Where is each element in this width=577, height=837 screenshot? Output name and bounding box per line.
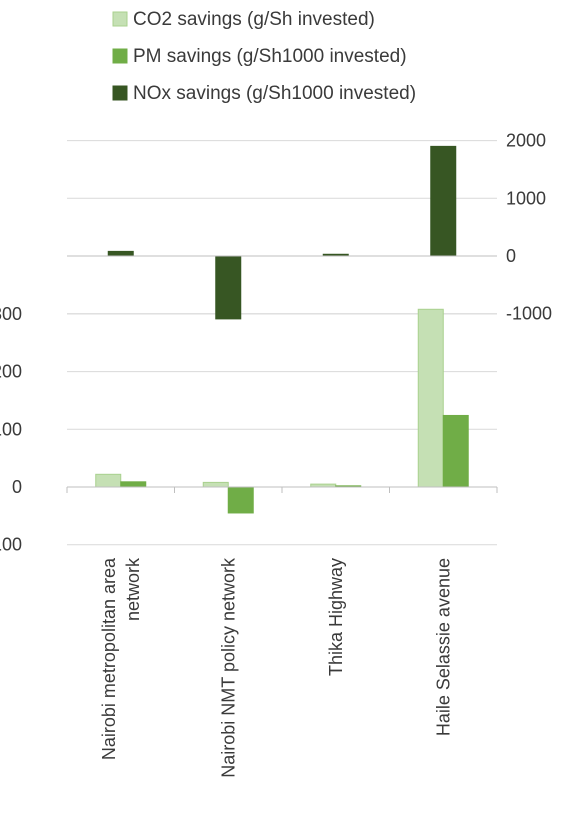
- left-tick-label: 100: [0, 419, 22, 439]
- category-label: Thika Highway: [326, 558, 346, 676]
- legend: CO2 savings (g/Sh invested) PM savings (g…: [112, 9, 416, 104]
- legend-swatch-nox: [112, 85, 128, 101]
- left-tick-label: 0: [12, 477, 22, 497]
- gridlines: [67, 140, 497, 546]
- category-label: Nairobi metropolitan area: [99, 557, 119, 760]
- bar-co2-2: [202, 481, 229, 488]
- category-labels: Nairobi metropolitan area network Nairobi …: [99, 557, 454, 778]
- bar-pm-4: [442, 414, 469, 488]
- left-axis-ticks: -100 0 100 200 300: [0, 304, 22, 555]
- bar-pm-2: [227, 486, 254, 514]
- legend-label: PM savings (g/Sh1000 invested): [133, 46, 407, 67]
- right-tick-label: -1000: [506, 304, 552, 324]
- bar-nox-1: [107, 250, 134, 257]
- category-label: Haile Selassie avenue: [433, 558, 453, 736]
- legend-swatch-pm: [112, 48, 128, 64]
- right-tick-label: 1000: [506, 188, 546, 208]
- right-axis-ticks: -1000 0 1000 2000: [506, 131, 552, 324]
- bar-nox-4: [430, 145, 457, 257]
- bar-nox-2: [215, 255, 242, 320]
- legend-label: CO2 savings (g/Sh invested): [133, 9, 375, 30]
- category-label: Nairobi NMT policy network: [218, 557, 238, 778]
- category-label: network: [123, 557, 143, 621]
- legend-swatch-co2: [112, 11, 128, 27]
- bar-pm-1: [120, 481, 147, 488]
- axes: [66, 255, 498, 493]
- left-tick-label: 300: [0, 304, 22, 324]
- left-tick-label: -100: [0, 535, 22, 555]
- legend-label: NOx savings (g/Sh1000 invested): [133, 83, 416, 104]
- bar-co2-1: [95, 473, 122, 488]
- bar-co2-4: [417, 308, 444, 488]
- right-tick-label: 2000: [506, 131, 546, 151]
- bars: [95, 145, 469, 514]
- left-tick-label: 200: [0, 362, 22, 382]
- right-tick-label: 0: [506, 246, 516, 266]
